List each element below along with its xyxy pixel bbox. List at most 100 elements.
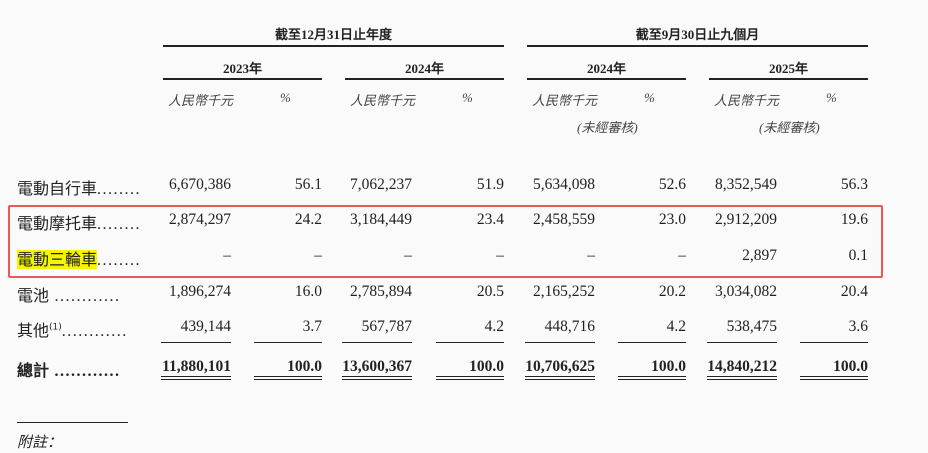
pct-label: % bbox=[462, 90, 473, 105]
row-label: 其他(1)............ bbox=[17, 317, 128, 341]
total-rule bbox=[161, 379, 231, 380]
leader-dots: ............ bbox=[49, 363, 121, 380]
total-rule bbox=[800, 379, 868, 380]
total-rule bbox=[161, 342, 231, 343]
footnote-divider bbox=[17, 422, 128, 423]
amount-cell: 2,874,297 bbox=[169, 211, 231, 228]
total-rule bbox=[707, 342, 777, 343]
amount-cell: 7,062,237 bbox=[350, 176, 412, 193]
total-rule bbox=[618, 342, 686, 343]
unit-label: 人民幣千元 bbox=[532, 93, 598, 108]
amount-cell: 10,706,625 bbox=[525, 358, 595, 375]
pct-cell: 52.6 bbox=[658, 176, 686, 193]
divider bbox=[345, 78, 504, 80]
total-rule bbox=[254, 342, 322, 343]
pct-cell: 51.9 bbox=[476, 176, 504, 193]
pct-label: % bbox=[826, 90, 837, 105]
row-label-text: 電動摩托車 bbox=[17, 214, 98, 233]
leader-dots: ............ bbox=[61, 323, 128, 340]
row-label-text: 電池 bbox=[17, 286, 50, 305]
divider bbox=[527, 78, 686, 80]
pct-cell: 3.7 bbox=[302, 318, 322, 335]
year-header-2025-9m: 2025年 bbox=[768, 61, 808, 76]
amount-cell: 439,144 bbox=[180, 318, 231, 335]
unit-label: 人民幣千元 bbox=[168, 93, 234, 108]
total-rule bbox=[436, 342, 504, 343]
pct-cell: 24.2 bbox=[294, 211, 322, 228]
total-rule bbox=[525, 342, 595, 343]
amount-cell: 8,352,549 bbox=[715, 176, 777, 193]
amount-cell: 538,475 bbox=[726, 318, 777, 335]
total-rule bbox=[618, 376, 686, 377]
total-rule bbox=[525, 376, 595, 377]
amount-cell: 6,670,386 bbox=[169, 176, 231, 193]
pct-cell: 100.0 bbox=[833, 358, 868, 375]
amount-cell: 567,787 bbox=[361, 318, 412, 335]
total-rule bbox=[342, 376, 412, 377]
row-label: 總計 ............ bbox=[17, 357, 121, 381]
unaudited-label: (未經審核) bbox=[577, 120, 638, 135]
pct-cell: 19.6 bbox=[840, 211, 868, 228]
total-rule bbox=[525, 379, 595, 380]
leader-dots: ........ bbox=[97, 252, 142, 269]
year-header-2023: 2023年 bbox=[222, 61, 262, 76]
pct-cell: 100.0 bbox=[287, 358, 322, 375]
amount-cell: 448,716 bbox=[544, 318, 595, 335]
pct-cell: 56.1 bbox=[294, 176, 322, 193]
pct-cell: 3.6 bbox=[848, 318, 868, 335]
row-label: 電池 ............ bbox=[17, 282, 121, 306]
pct-label: % bbox=[644, 90, 655, 105]
amount-cell: – bbox=[223, 247, 231, 264]
row-label: 電動自行車........ bbox=[17, 175, 141, 199]
unit-label: 人民幣千元 bbox=[350, 93, 416, 108]
leader-dots: ........ bbox=[97, 181, 142, 198]
total-rule bbox=[254, 376, 322, 377]
total-rule bbox=[618, 379, 686, 380]
pct-cell: 56.3 bbox=[840, 176, 868, 193]
pct-cell: 4.2 bbox=[484, 318, 504, 335]
amount-cell: 2,912,209 bbox=[715, 211, 777, 228]
amount-cell: 13,600,367 bbox=[342, 358, 412, 375]
leader-dots: ........ bbox=[97, 216, 142, 233]
divider bbox=[163, 45, 504, 47]
total-rule bbox=[800, 342, 868, 343]
row-label: 電動摩托車........ bbox=[17, 210, 141, 234]
pct-cell: 20.5 bbox=[476, 283, 504, 300]
amount-cell: 3,184,449 bbox=[350, 211, 412, 228]
leader-dots: ............ bbox=[49, 288, 121, 305]
pct-cell: – bbox=[678, 247, 686, 264]
pct-cell: 100.0 bbox=[651, 358, 686, 375]
unaudited-label: (未經審核) bbox=[759, 120, 820, 135]
total-rule bbox=[436, 379, 504, 380]
pct-cell: 23.0 bbox=[658, 211, 686, 228]
total-rule bbox=[800, 376, 868, 377]
row-label-text: 電動自行車 bbox=[17, 179, 98, 198]
divider bbox=[163, 78, 322, 80]
total-rule bbox=[342, 379, 412, 380]
pct-cell: 4.2 bbox=[666, 318, 686, 335]
year-header-2024: 2024年 bbox=[404, 61, 444, 76]
amount-cell: 5,634,098 bbox=[533, 176, 595, 193]
pct-cell: 16.0 bbox=[294, 283, 322, 300]
footnote-label: 附註： bbox=[17, 433, 63, 451]
total-rule bbox=[436, 376, 504, 377]
pct-cell: – bbox=[314, 247, 322, 264]
amount-cell: 2,785,894 bbox=[350, 283, 412, 300]
pct-cell: – bbox=[496, 247, 504, 264]
pct-label: % bbox=[280, 90, 291, 105]
group-header-9m: 截至9月30日止九個月 bbox=[635, 27, 760, 42]
annotation-box bbox=[8, 205, 883, 278]
total-rule bbox=[161, 376, 231, 377]
unit-label: 人民幣千元 bbox=[714, 93, 780, 108]
amount-cell: 11,880,101 bbox=[162, 358, 231, 375]
row-label-text: 其他 bbox=[17, 321, 50, 340]
row-label: 電動三輪車........ bbox=[17, 246, 141, 270]
amount-cell: – bbox=[587, 247, 595, 264]
total-rule bbox=[707, 379, 777, 380]
row-label-text: 總計 bbox=[17, 361, 50, 380]
total-rule bbox=[342, 342, 412, 343]
year-header-2024-9m: 2024年 bbox=[586, 61, 626, 76]
total-rule bbox=[254, 379, 322, 380]
group-header-fy: 截至12月31日止年度 bbox=[274, 27, 392, 42]
